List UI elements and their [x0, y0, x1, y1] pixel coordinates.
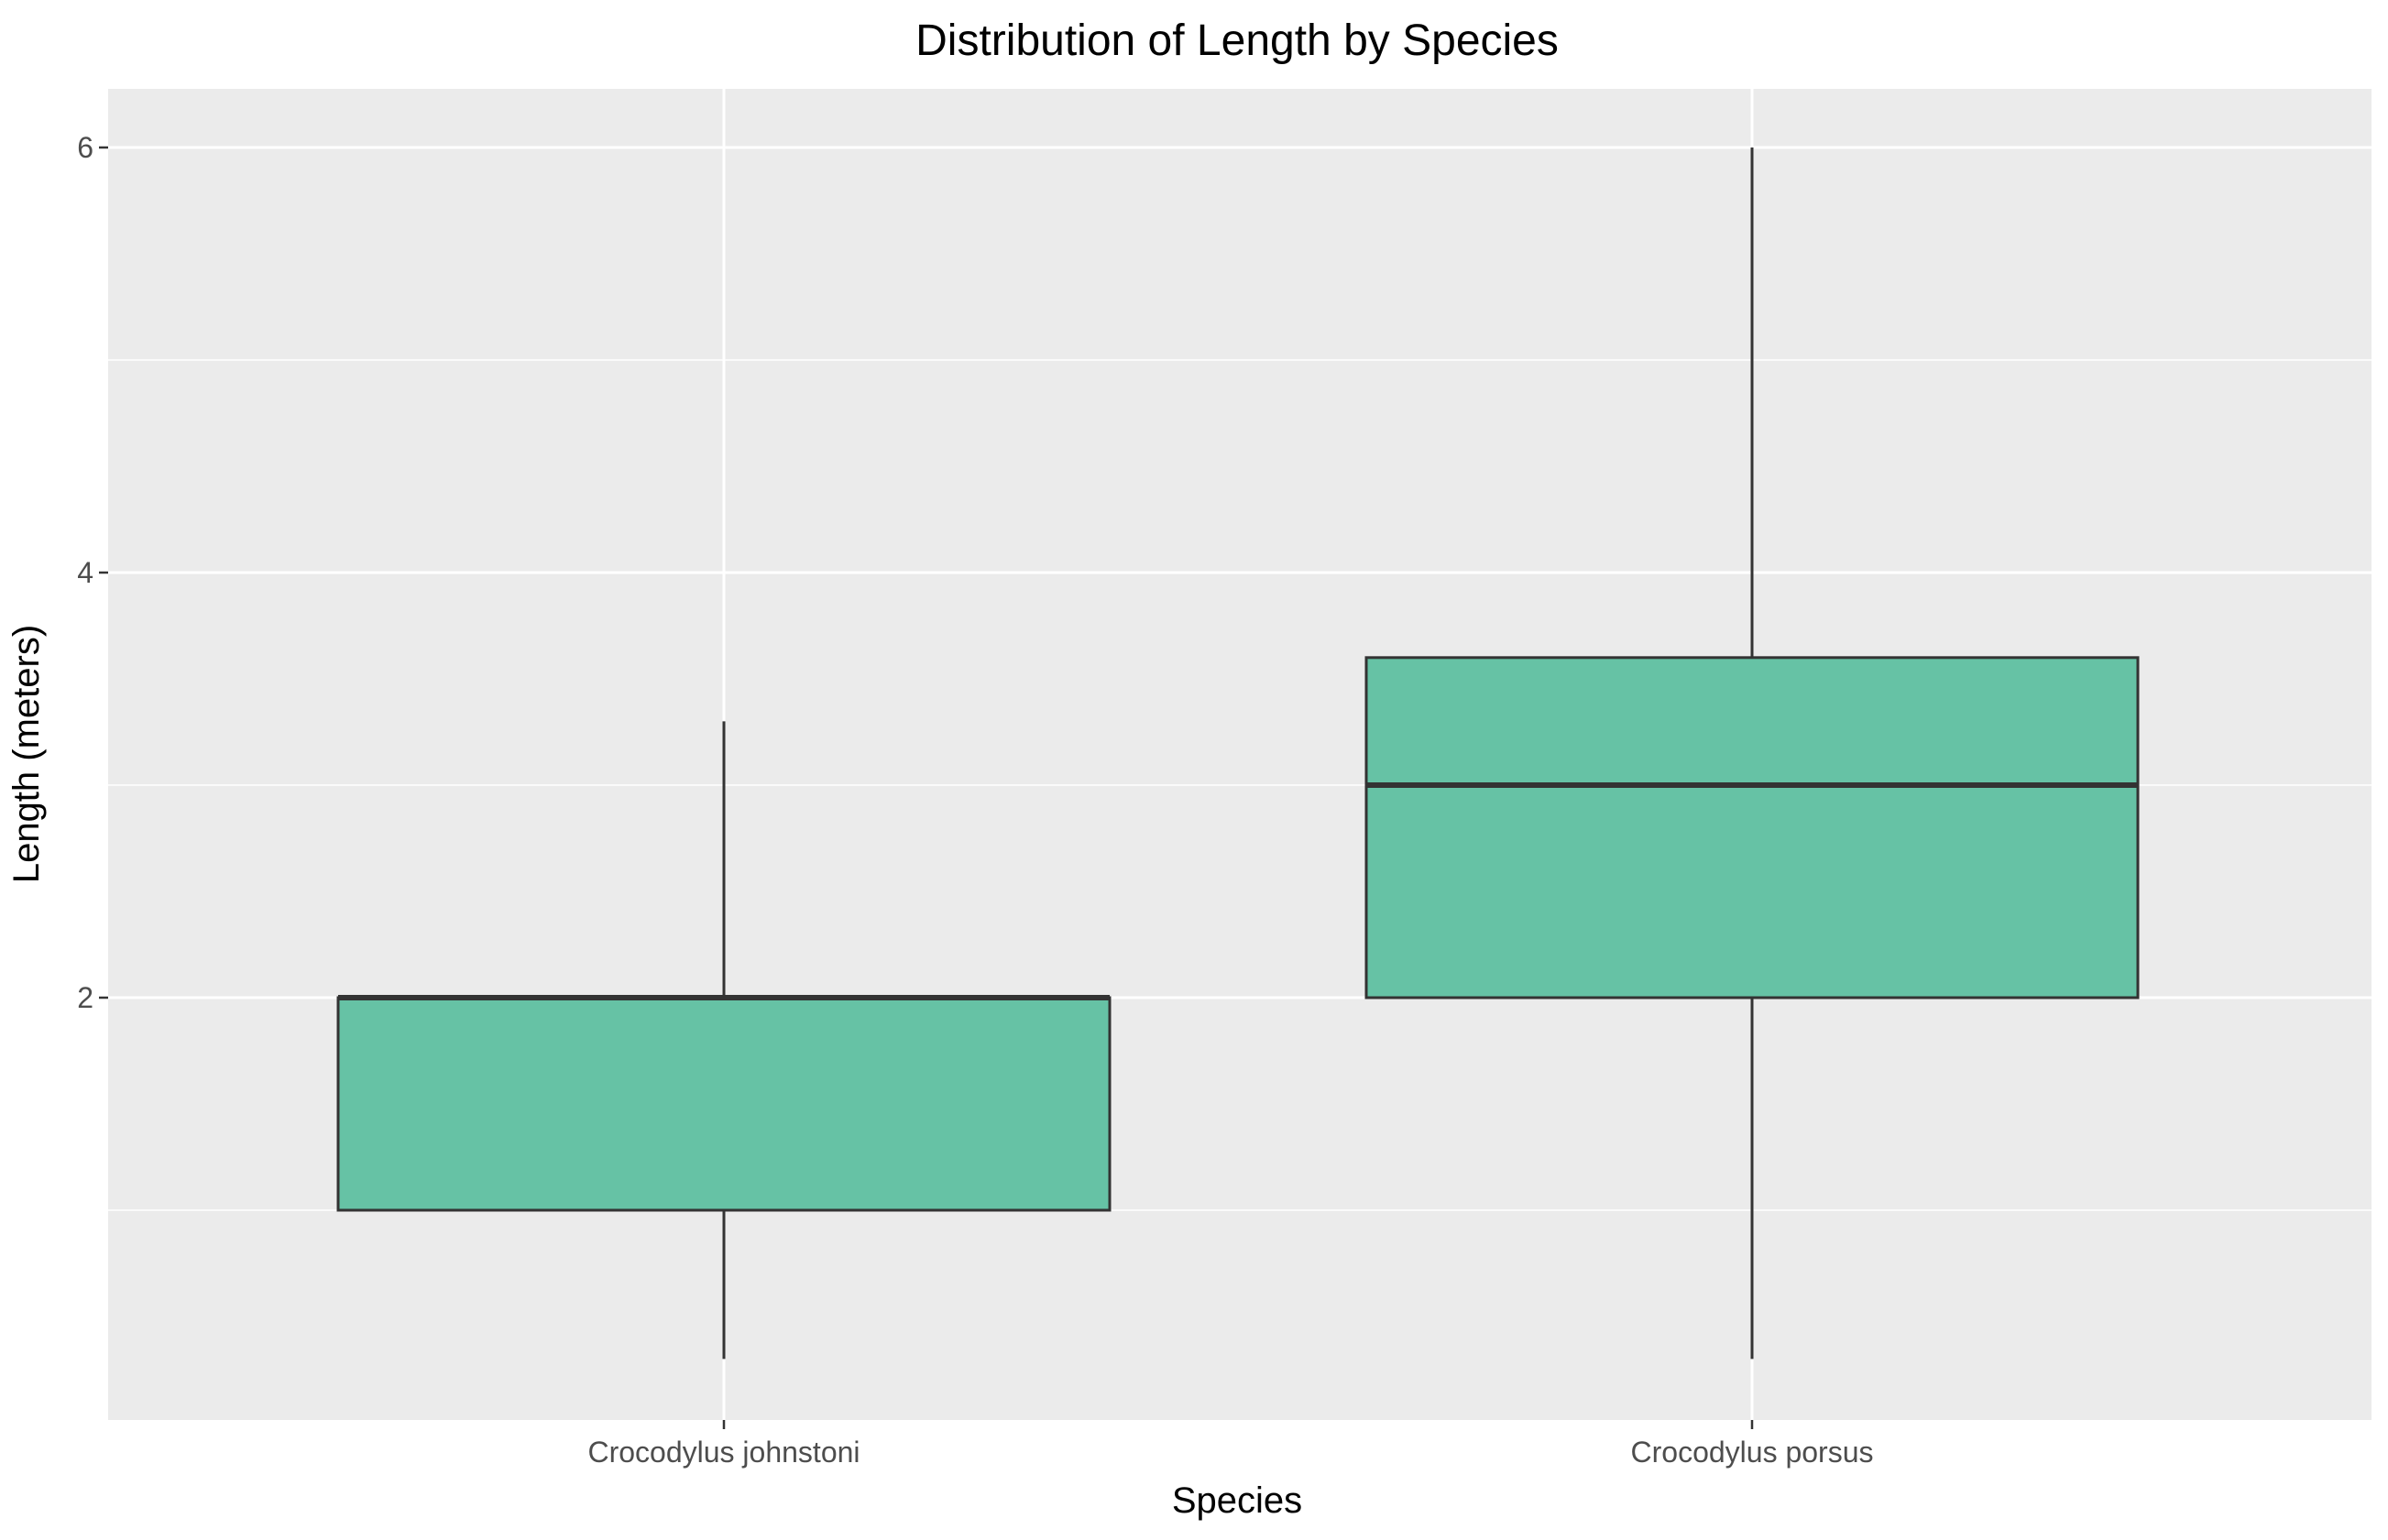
- x-tick-label: Crocodylus porsus: [1631, 1436, 1874, 1469]
- box-body: [1364, 656, 2140, 999]
- y-axis: 2 4 6: [77, 131, 108, 1014]
- y-tick-label: 2: [77, 981, 93, 1014]
- box-group: [336, 721, 1112, 1360]
- chart-title: Distribution of Length by Species: [915, 16, 1559, 65]
- y-tick-label: 4: [77, 556, 93, 589]
- box-group: [1364, 147, 2140, 1360]
- x-axis: Crocodylus johnstoni Crocodylus porsus: [587, 1420, 1874, 1469]
- y-axis-title: Length (meters): [6, 625, 47, 883]
- x-tick-label: Crocodylus johnstoni: [587, 1436, 860, 1469]
- y-tick-label: 6: [77, 131, 93, 164]
- box-series: [336, 147, 2140, 1360]
- box-body: [336, 996, 1112, 1212]
- x-axis-title: Species: [1172, 1480, 1302, 1521]
